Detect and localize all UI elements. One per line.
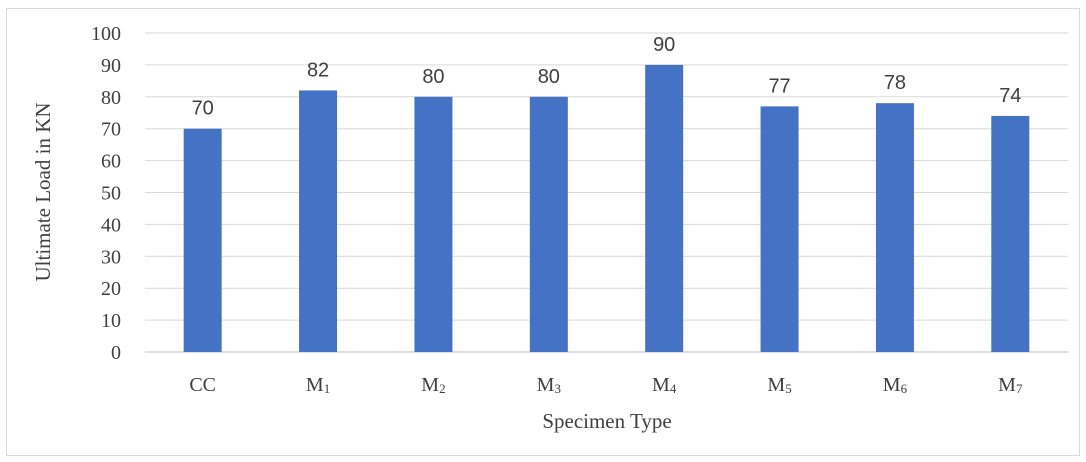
x-tick-label-base: M — [998, 374, 1016, 396]
x-tick-label-base: M — [883, 374, 901, 396]
data-label: 78 — [884, 72, 906, 94]
y-tick-label: 30 — [101, 246, 121, 268]
x-tick-label: CC — [189, 374, 216, 396]
x-tick-label-subscript: 7 — [1016, 381, 1023, 396]
data-label: 74 — [999, 85, 1021, 107]
x-tick-label-subscript: 5 — [785, 381, 792, 396]
bar — [991, 115, 1030, 352]
x-tick-label: M7 — [998, 374, 1023, 396]
data-label: 90 — [653, 34, 675, 56]
bar — [414, 96, 453, 352]
x-tick-label-subscript: 4 — [670, 381, 677, 396]
y-tick-label: 80 — [101, 87, 121, 109]
y-tick-label: 10 — [101, 310, 121, 332]
bar — [183, 128, 222, 352]
y-tick-label: 50 — [101, 183, 121, 205]
x-tick-label: M6 — [883, 374, 908, 396]
x-tick-label: M2 — [421, 374, 445, 396]
bar — [529, 96, 568, 352]
x-tick-label-base: CC — [189, 374, 216, 396]
y-axis-title: Ultimate Load in KN — [31, 102, 55, 281]
x-tick-label-base: M — [421, 374, 439, 396]
data-label: 80 — [538, 66, 560, 88]
x-tick-label-base: M — [537, 374, 555, 396]
bar — [645, 64, 684, 353]
x-tick-label: M4 — [652, 374, 677, 396]
y-tick-label: 40 — [101, 214, 121, 236]
bars — [183, 64, 1030, 353]
x-tick-label-subscript: 2 — [439, 381, 446, 396]
x-axis-title: Specimen Type — [542, 409, 671, 433]
y-tick-label: 20 — [101, 278, 121, 300]
x-tick-label-subscript: 3 — [554, 381, 561, 396]
x-tick-label-base: M — [652, 374, 670, 396]
y-axis-ticks: 0 10 20 30 40 50 60 70 80 90 100 — [91, 23, 121, 364]
x-tick-label-base: M — [306, 374, 324, 396]
bar — [875, 103, 914, 353]
y-tick-label: 60 — [101, 151, 121, 173]
x-tick-label-subscript: 1 — [324, 381, 331, 396]
y-tick-label: 70 — [101, 119, 121, 141]
data-label: 77 — [768, 75, 790, 97]
x-axis-ticks: CC M1 M2 M3 M4 M5 M6 M7 — [189, 374, 1023, 396]
bar — [299, 90, 338, 353]
bar — [760, 106, 799, 353]
x-tick-label-base: M — [767, 374, 785, 396]
y-tick-label: 90 — [101, 55, 121, 77]
data-label: 70 — [192, 98, 214, 120]
y-tick-label: 100 — [91, 23, 121, 45]
x-tick-label-subscript: 6 — [901, 381, 908, 396]
x-tick-label: M3 — [537, 374, 561, 396]
x-tick-label: M1 — [306, 374, 330, 396]
x-tick-label: M5 — [767, 374, 791, 396]
gridlines — [145, 32, 1068, 353]
data-label: 82 — [307, 59, 329, 81]
data-label: 80 — [422, 66, 444, 88]
data-labels: 70 82 80 80 90 77 78 74 — [192, 34, 1022, 120]
y-tick-label: 0 — [111, 342, 121, 364]
